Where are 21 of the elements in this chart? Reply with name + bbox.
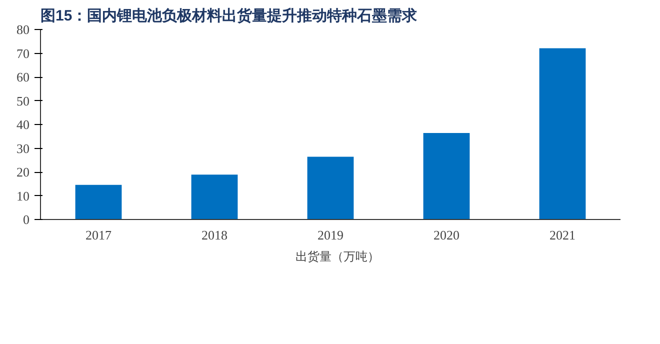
y-tick-label: 70 bbox=[16, 46, 30, 61]
y-tick-label: 50 bbox=[16, 93, 30, 108]
text: 出货量（万吨） bbox=[296, 248, 380, 266]
x-tick-label: 2021 bbox=[550, 228, 576, 242]
bar bbox=[423, 133, 470, 220]
x-tick-label: 2017 bbox=[86, 228, 112, 242]
y-tick-label: 60 bbox=[16, 70, 30, 84]
y-tick-label: 40 bbox=[16, 117, 30, 132]
x-tick-label: 2018 bbox=[202, 228, 228, 242]
x-tick-label: 2020 bbox=[434, 228, 460, 242]
y-tick-label: 10 bbox=[16, 188, 30, 204]
y-tick-label: 80 bbox=[16, 22, 30, 37]
y-tick-label: 20 bbox=[16, 164, 30, 180]
chart-title: 图15：国内锂电池负极材料出货量提升推动特种石墨需求 bbox=[40, 8, 418, 24]
x-tick-label: 2019 bbox=[318, 228, 344, 242]
y-tick-label: 30 bbox=[16, 140, 30, 156]
bar bbox=[539, 48, 586, 220]
bar bbox=[307, 156, 354, 220]
bar bbox=[191, 174, 238, 220]
y-tick-label: 0 bbox=[23, 212, 30, 227]
bar bbox=[75, 184, 122, 220]
